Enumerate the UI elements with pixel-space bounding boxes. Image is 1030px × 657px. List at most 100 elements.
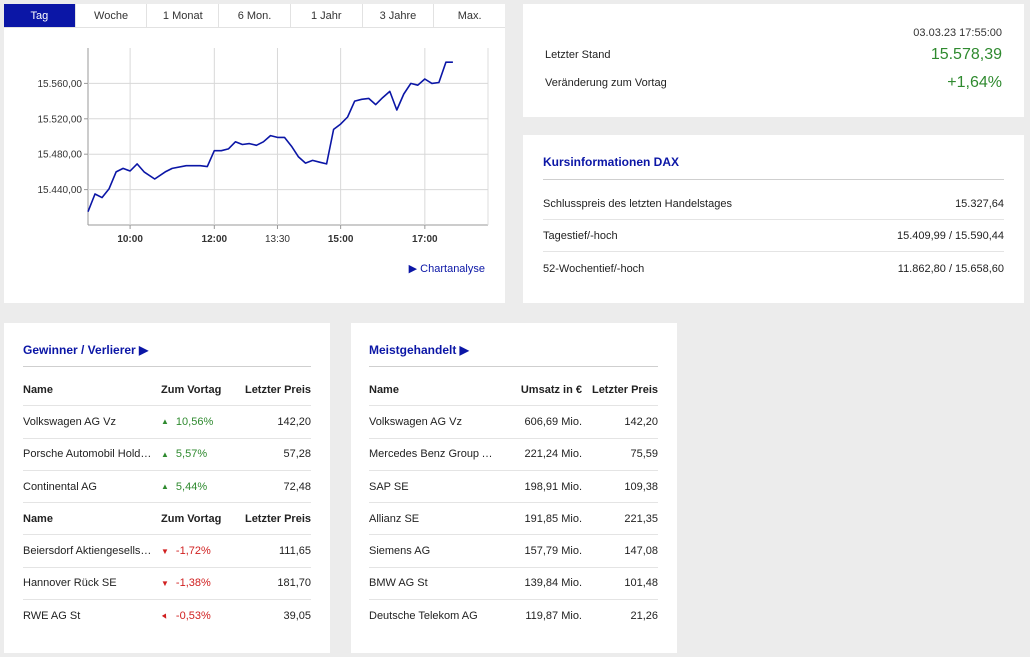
change-value: 5,57% (175, 448, 208, 461)
up-arrow-icon: ▲ (161, 417, 169, 427)
most-traded-panel: Meistgehandelt ▶ Name Umsatz in € Letzte… (351, 323, 677, 653)
volume-value: 119,87 Mio. (525, 610, 582, 623)
stock-name[interactable]: Beiersdorf Aktiengesellschaft (23, 545, 161, 558)
change-value: -0,53% (175, 610, 211, 623)
change-label: Veränderung zum Vortag (545, 77, 667, 89)
period-tabs: Tag Woche 1 Monat 6 Mon. 1 Jahr 3 Jahre … (4, 4, 505, 28)
stock-name[interactable]: SAP SE (369, 480, 409, 493)
col-price: Letzter Preis (244, 512, 311, 525)
table-row[interactable]: Allianz SE 191,85 Mio. 221,35 (369, 503, 658, 536)
up-arrow-icon: ▲ (161, 449, 169, 459)
stock-name[interactable]: Volkswagen AG Vz (23, 415, 116, 428)
col-name: Name (23, 383, 53, 396)
gainers-losers-panel: Gewinner / Verlierer ▶ Name Zum Vortag L… (4, 323, 330, 653)
price-value: 181,70 (277, 577, 311, 590)
price-value: 109,38 (624, 480, 658, 493)
info-value: 11.862,80 / 15.658,60 (897, 263, 1004, 275)
col-change: Zum Vortag (161, 383, 222, 396)
stock-name[interactable]: Hannover Rück SE (23, 577, 117, 590)
y-tick-label: 15.560,00 (38, 79, 83, 90)
info-value: 15.327,64 (955, 197, 1004, 210)
intraday-line-chart: 15.440,00 15.480,00 15.520,00 15.560,00 10:0… (38, 48, 489, 245)
info-label: Tagestief/-hoch (543, 229, 618, 242)
price-value: 142,20 (624, 415, 658, 428)
dax-price-line (87, 61, 453, 212)
table-row[interactable]: Volkswagen AG Vz 606,69 Mio. 142,20 (369, 406, 658, 439)
change-value: 10,56% (175, 415, 214, 428)
table-row[interactable]: Porsche Automobil Holding SE Vz ▲ 5,57% 5… (23, 439, 311, 471)
last-price-label: Letzter Stand (545, 49, 611, 61)
most-traded-table: Name Umsatz in € Letzter Preis Volkswage… (369, 374, 658, 632)
table-row[interactable]: Continental AG ▲ 5,44% 72,48 (23, 471, 311, 504)
stock-name[interactable]: Allianz SE (369, 512, 420, 525)
table-row[interactable]: Mercedes Benz Group AG Namensaktien 221,… (369, 439, 658, 471)
stock-name[interactable]: Siemens AG (369, 545, 431, 558)
title-divider (23, 366, 311, 367)
info-title: Kursinformationen DAX (543, 155, 680, 169)
price-value: 142,20 (277, 415, 311, 428)
table-row[interactable]: BMW AG St 139,84 Mio. 101,48 (369, 568, 658, 601)
col-name: Name (369, 383, 399, 396)
volume-value: 198,91 Mio. (524, 480, 582, 493)
price-value: 147,08 (624, 545, 658, 558)
change-value: -1,72% (175, 545, 211, 558)
col-volume: Umsatz in € (520, 383, 582, 396)
tab-day[interactable]: Tag (4, 4, 76, 27)
stock-name[interactable]: Volkswagen AG Vz (369, 415, 462, 428)
volume-value: 606,69 Mio. (524, 415, 582, 428)
table-row[interactable]: Volkswagen AG Vz ▲ 10,56% 142,20 (23, 406, 311, 439)
quote-timestamp: 03.03.23 17:55:00 (913, 27, 1002, 39)
stock-name[interactable]: Porsche Automobil Holding SE Vz (23, 448, 161, 461)
table-row[interactable]: Siemens AG 157,79 Mio. 147,08 (369, 535, 658, 568)
stock-name[interactable]: Continental AG (23, 480, 97, 493)
x-tick-label: 13:30 (265, 234, 290, 245)
tab-6-months[interactable]: 6 Mon. (219, 4, 291, 27)
tab-1-year[interactable]: 1 Jahr (291, 4, 363, 27)
title-divider (369, 366, 658, 367)
volume-value: 221,24 Mio. (524, 448, 582, 461)
col-price: Letzter Preis (244, 383, 311, 396)
info-row: 52-Wochentief/-hoch 11.862,80 / 15.658,6… (543, 253, 1004, 285)
y-tick-label: 15.480,00 (38, 150, 83, 161)
price-value: 75,59 (630, 448, 658, 461)
tab-max[interactable]: Max. (457, 9, 482, 22)
table-row[interactable]: Beiersdorf Aktiengesellschaft ▼ -1,72% 11… (23, 535, 311, 568)
most-traded-link[interactable]: Meistgehandelt ▶ (369, 343, 469, 357)
table-row[interactable]: SAP SE 198,91 Mio. 109,38 (369, 471, 658, 504)
tab-week[interactable]: Woche (76, 4, 148, 27)
stock-name[interactable]: Mercedes Benz Group AG Namensaktien (369, 448, 502, 461)
x-tick-label: 17:00 (412, 234, 438, 245)
price-info-panel: Kursinformationen DAX Schlusspreis des l… (523, 135, 1024, 303)
table-row[interactable]: Deutsche Telekom AG 119,87 Mio. 21,26 (369, 600, 658, 632)
price-value: 39,05 (283, 610, 311, 623)
volume-value: 157,79 Mio. (524, 545, 582, 558)
down-arrow-icon: ▼ (161, 578, 169, 588)
gainers-losers-table: Name Zum Vortag Letzter Preis Volkswagen… (23, 374, 311, 632)
info-label: 52-Wochentief/-hoch (543, 263, 645, 275)
stock-name[interactable]: Deutsche Telekom AG (369, 610, 478, 623)
x-tick-label: 12:00 (202, 234, 228, 245)
title-divider (543, 179, 1004, 180)
table-row[interactable]: Hannover Rück SE ▼ -1,38% 181,70 (23, 568, 311, 601)
y-tick-label: 15.520,00 (38, 114, 83, 125)
gainers-losers-link[interactable]: Gewinner / Verlierer ▶ (23, 343, 149, 357)
stock-name[interactable]: BMW AG St (369, 577, 428, 590)
col-price: Letzter Preis (591, 383, 658, 396)
quote-summary: 03.03.23 17:55:00 Letzter Stand 15.578,3… (523, 4, 1024, 117)
col-name: Name (23, 512, 53, 525)
stock-name[interactable]: RWE AG St (23, 610, 81, 623)
last-price-value: 15.578,39 (930, 46, 1002, 63)
info-row: Schlusspreis des letzten Handelstages 15… (543, 188, 1004, 220)
chart-analysis-link[interactable]: ▶ Chartanalyse (408, 263, 485, 275)
volume-value: 191,85 Mio. (524, 512, 582, 525)
info-row: Tagestief/-hoch 15.409,99 / 15.590,44 (543, 220, 1004, 252)
price-value: 21,26 (630, 610, 658, 623)
tab-3-years[interactable]: 3 Jahre (363, 4, 435, 27)
col-change: Zum Vortag (161, 512, 222, 525)
tab-1-month[interactable]: 1 Monat (147, 4, 220, 27)
table-header: Name Umsatz in € Letzter Preis (369, 374, 658, 407)
info-label: Schlusspreis des letzten Handelstages (543, 197, 732, 210)
table-row[interactable]: RWE AG St ▼ -0,53% 39,05 (23, 600, 311, 632)
price-value: 111,65 (278, 545, 311, 558)
down-arrow-icon: ▼ (161, 546, 169, 556)
